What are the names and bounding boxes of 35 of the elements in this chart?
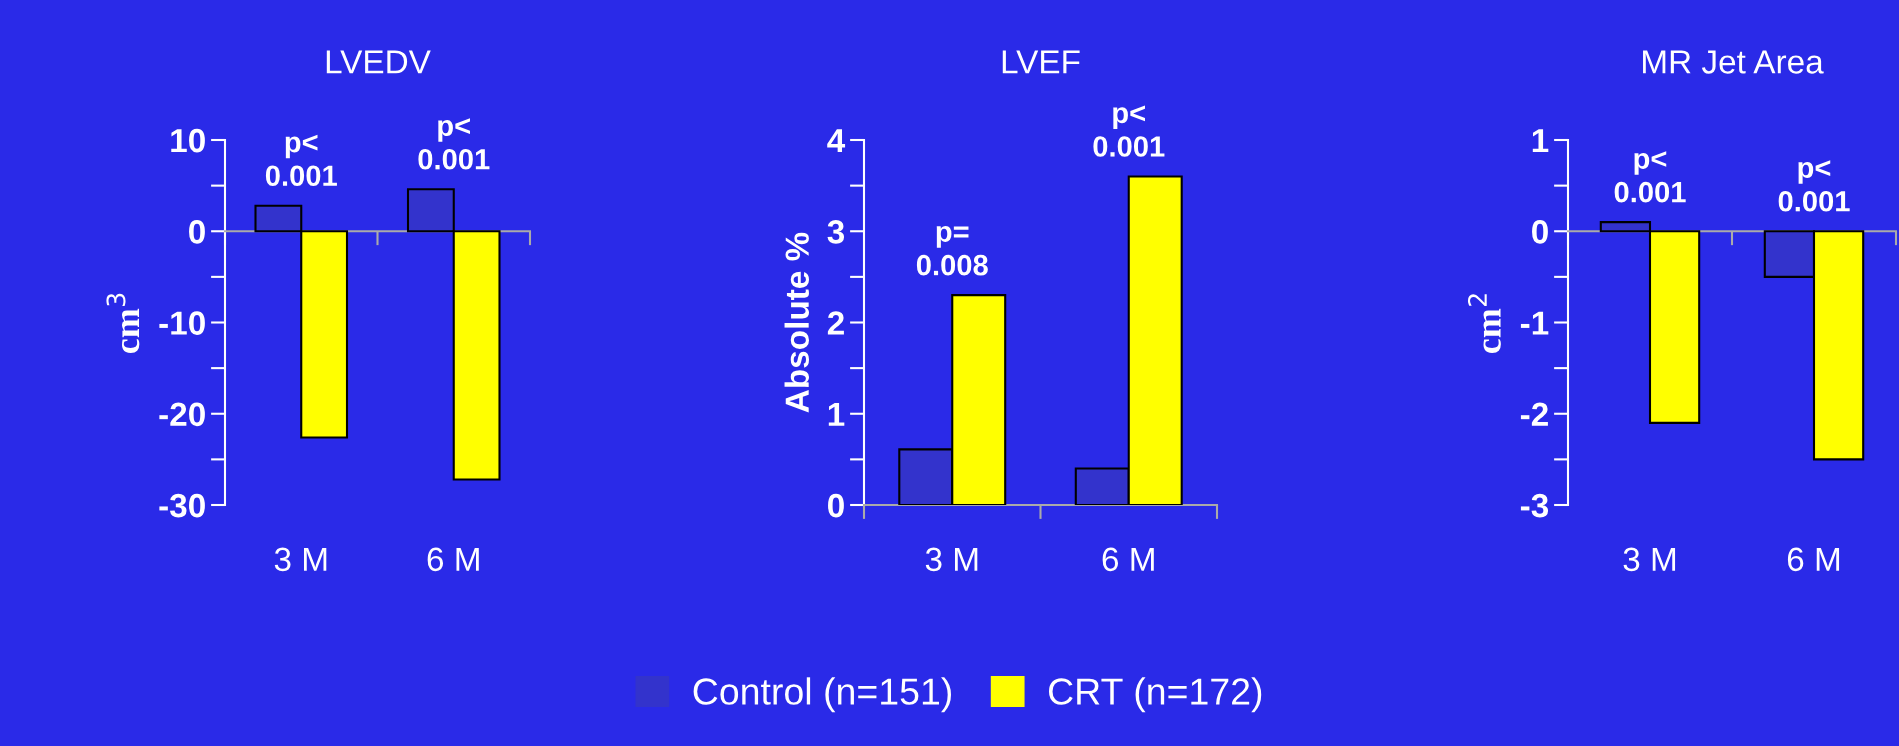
chart-title: LVEDV	[326, 50, 431, 74]
chart-title: MR Jet Area	[1643, 50, 1824, 74]
x-tick-label: 3 M	[274, 547, 327, 572]
annotation: p< 0.001	[418, 118, 490, 170]
legend-label: Control (n=151)	[693, 677, 951, 713]
y-tick-label: 1	[828, 402, 845, 426]
y-tick-label: 0	[828, 493, 844, 518]
y-tick-label: 1	[1532, 129, 1549, 153]
annotation: p< 0.001	[1093, 105, 1165, 157]
y-tick-label: -20	[159, 402, 205, 427]
legend-label: CRT (n=172)	[1048, 677, 1262, 713]
y-tick-label: 4	[827, 129, 846, 153]
annotation: p< 0.001	[265, 134, 337, 187]
x-tick-label: 3 M	[925, 547, 978, 572]
y-tick-label: 0	[1532, 220, 1548, 244]
chart-title: LVEF	[1002, 50, 1080, 74]
y-tick-label: 3	[827, 220, 845, 244]
y-axis-title: cm$^{3}$	[106, 293, 140, 354]
y-tick-label: -1	[1520, 311, 1549, 335]
y-tick-label: 10	[171, 128, 205, 153]
annotation: p< 0.001	[1778, 160, 1850, 212]
y-tick-label: -2	[1520, 402, 1548, 426]
x-tick-label: 3 M	[1623, 547, 1676, 572]
x-tick-label: 6 M	[427, 547, 479, 572]
x-tick-label: 6 M	[1787, 547, 1840, 572]
y-tick-label: 2	[827, 311, 844, 335]
y-tick-label: -3	[1520, 493, 1549, 518]
x-tick-label: 6 M	[1102, 547, 1154, 572]
annotation: p= 0.008	[916, 225, 988, 276]
y-tick-label: 0	[189, 220, 205, 244]
y-axis-title: cm$^{2}$	[1467, 294, 1501, 354]
annotation: p< 0.001	[1614, 151, 1686, 203]
y-axis-title: Absolute %	[784, 232, 810, 413]
y-tick-label: -30	[159, 493, 205, 518]
y-tick-label: -10	[159, 311, 205, 335]
